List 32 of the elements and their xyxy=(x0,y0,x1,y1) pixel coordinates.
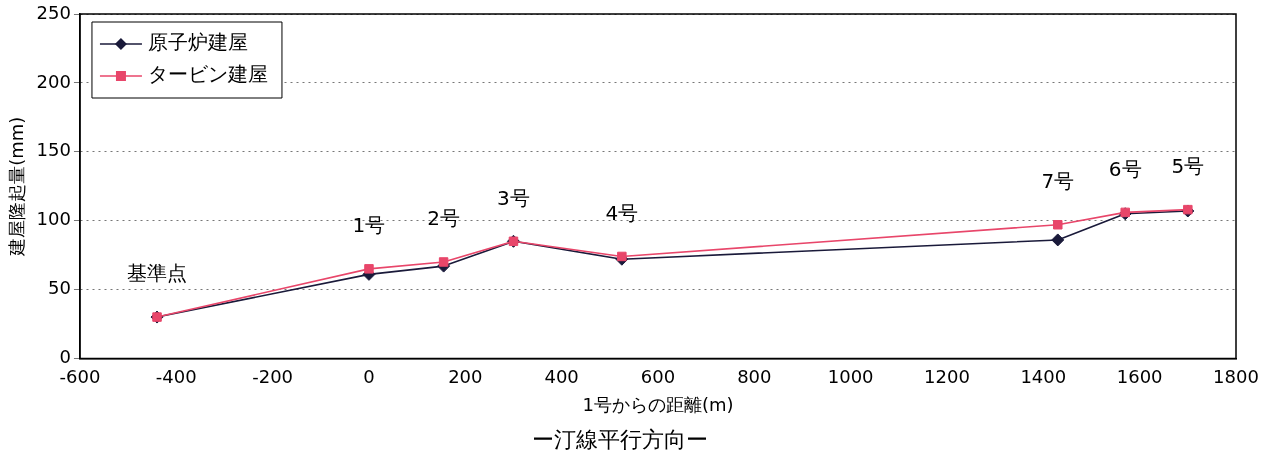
x-tick-label: 1600 xyxy=(1116,365,1163,387)
x-tick-label: -200 xyxy=(252,365,294,387)
annotation: 基準点 xyxy=(127,261,188,286)
x-tick-label: -600 xyxy=(59,365,101,387)
text: ー汀線平行方向ー xyxy=(532,426,708,452)
x-tick-label: 1400 xyxy=(1020,365,1067,387)
annotation: 5号 xyxy=(1171,153,1205,178)
x-tick-label: 1800 xyxy=(1213,365,1259,387)
annotation: 2号 xyxy=(427,206,460,231)
annotation: 3号 xyxy=(497,185,530,210)
y-tick-label: 50 xyxy=(48,277,71,299)
annotation: 7号 xyxy=(1041,168,1075,193)
x-tick-label: 600 xyxy=(640,365,676,387)
y-tick-label: 250 xyxy=(36,1,71,23)
annotation: 6号 xyxy=(1108,156,1142,181)
x-tick-label: 400 xyxy=(544,365,579,387)
x-tick-label: 0 xyxy=(363,365,375,387)
annotation: 1号 xyxy=(352,213,386,238)
x-axis-title: 1号からの距離(m) xyxy=(582,394,734,416)
y-tick-label: 0 xyxy=(59,346,71,368)
x-tick-label: 1000 xyxy=(827,365,874,387)
y-axis-title: 建屋隆起量(mm) xyxy=(6,116,28,257)
y-tick-label: 100 xyxy=(36,208,71,230)
y-tick-label: 150 xyxy=(36,139,71,161)
x-tick-label: 1200 xyxy=(924,365,970,387)
y-tick-label: 200 xyxy=(36,70,71,92)
legend-label: タービン建屋 xyxy=(147,62,268,87)
x-tick-label: 200 xyxy=(448,365,483,387)
annotation: 4号 xyxy=(605,200,639,225)
x-tick-label: 800 xyxy=(737,365,772,387)
legend-label: 原子炉建屋 xyxy=(147,30,248,55)
x-tick-label: -400 xyxy=(155,365,197,387)
